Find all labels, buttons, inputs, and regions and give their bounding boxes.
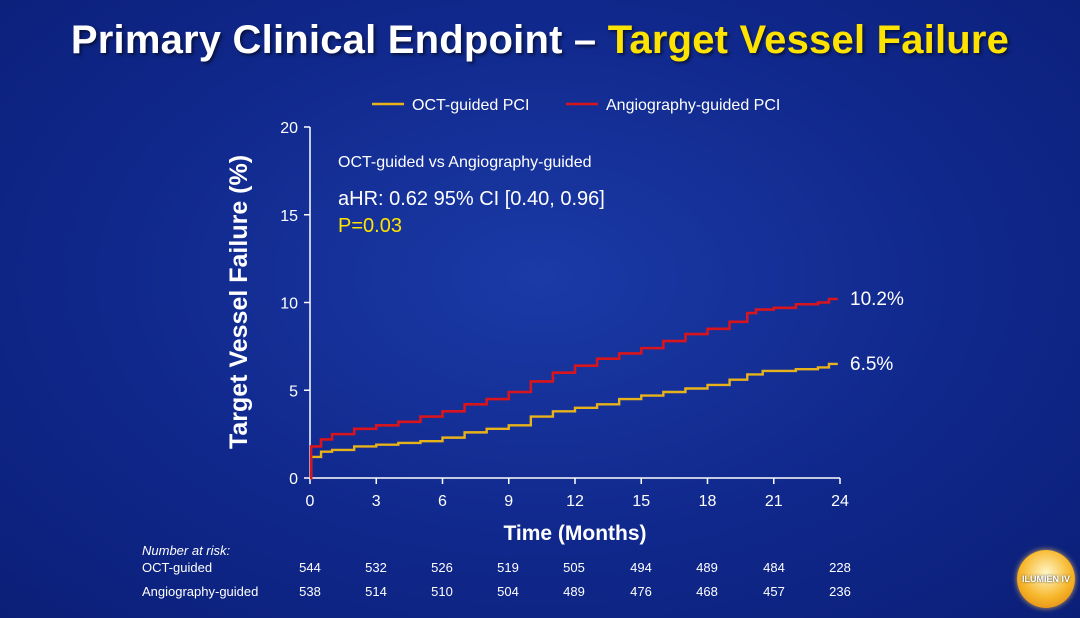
x-tick-label: 15 (632, 493, 650, 510)
x-tick-label: 21 (765, 493, 783, 510)
legend-label-0: OCT-guided PCI (412, 97, 529, 114)
risk-cell: 468 (696, 584, 718, 599)
risk-table-header: Number at risk: (142, 543, 231, 558)
annotation-line3: P=0.03 (338, 215, 402, 237)
risk-cell: 489 (563, 584, 585, 599)
y-tick-label: 5 (289, 383, 298, 400)
risk-cell: 494 (630, 560, 652, 575)
risk-cell: 504 (497, 584, 519, 599)
x-tick-label: 18 (699, 493, 717, 510)
x-tick-label: 24 (831, 493, 849, 510)
x-tick-label: 6 (438, 493, 447, 510)
title-highlight: Target Vessel Failure (607, 18, 1010, 62)
risk-cell: 544 (299, 560, 321, 575)
series-line-1 (309, 297, 838, 480)
risk-cell: 476 (630, 584, 652, 599)
title-main: Primary Clinical Endpoint – (70, 18, 608, 62)
risk-cell: 484 (763, 560, 785, 575)
risk-cell: 457 (763, 584, 785, 599)
risk-cell: 526 (431, 560, 453, 575)
ilumien-logo: ILUMIEN IV (1017, 550, 1075, 608)
x-axis-label: Time (Months) (503, 522, 646, 545)
y-tick-label: 15 (280, 208, 298, 225)
risk-row-label: Angiography-guided (142, 584, 259, 599)
x-tick-label: 0 (306, 493, 315, 510)
risk-cell: 505 (563, 560, 585, 575)
series-end-label-1: 10.2% (850, 289, 904, 310)
series-end-label-0: 6.5% (850, 354, 893, 375)
x-tick-label: 3 (372, 493, 381, 510)
x-tick-label: 9 (504, 493, 513, 510)
chart-legend: OCT-guided PCI Angiography-guided PCI (372, 97, 780, 114)
logo-text: ILUMIEN IV (1021, 574, 1070, 584)
y-axis-label: Target Vessel Failure (%) (225, 155, 253, 449)
y-tick-label: 20 (280, 120, 298, 137)
y-tick-label: 0 (289, 471, 298, 488)
risk-cell: 514 (365, 584, 387, 599)
risk-cell: 532 (365, 560, 387, 575)
annotation-line1: OCT-guided vs Angiography-guided (338, 154, 592, 171)
risk-cell: 510 (431, 584, 453, 599)
risk-cell: 489 (696, 560, 718, 575)
risk-cell: 228 (829, 560, 851, 575)
risk-cell: 519 (497, 560, 519, 575)
risk-cell: 538 (299, 584, 321, 599)
risk-cell: 236 (829, 584, 851, 599)
page-title: Primary Clinical Endpoint – Target Vesse… (0, 18, 1080, 63)
chart-series: 6.5% 10.2% (309, 289, 904, 480)
x-tick-label: 12 (566, 493, 584, 510)
series-line-0 (309, 362, 838, 480)
legend-label-1: Angiography-guided PCI (606, 97, 780, 114)
chart-axes: 0 5 10 15 20 0 3 6 9 12 15 18 21 24 Time (Months) Targe… (225, 120, 849, 545)
annotation-line2: aHR: 0.62 95% CI [0.40, 0.96] (338, 188, 605, 210)
y-tick-label: 10 (280, 296, 298, 313)
risk-row-label: OCT-guided (142, 560, 213, 575)
